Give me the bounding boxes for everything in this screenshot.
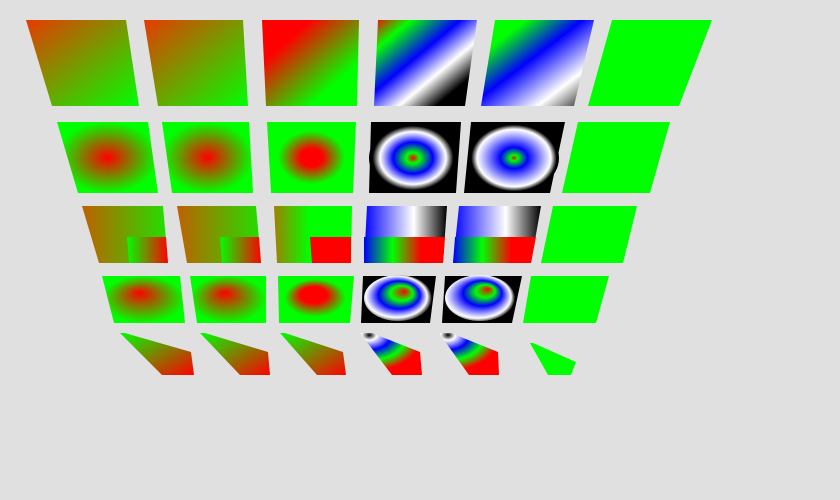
tile-r4-c4-ring: [364, 275, 432, 321]
tile-r3-c2-lower: [220, 237, 261, 263]
tile-r2-c4-ring: [369, 123, 457, 193]
tile-r1-c1: [26, 20, 139, 106]
tile-r5-c6: [530, 343, 576, 375]
tile-r2-c1: [57, 122, 158, 193]
tile-r5-c1: [120, 333, 194, 375]
tile-r5-c3: [280, 333, 346, 375]
tile-r3-c3-lower: [310, 237, 351, 263]
tile-r4-c1: [102, 276, 185, 323]
tile-r2-c2: [162, 122, 253, 193]
tile-r5-c4: [360, 333, 422, 375]
tile-r4-c3: [278, 276, 354, 323]
tile-r4-c6: [523, 276, 609, 323]
tile-r2-c3: [267, 122, 356, 193]
tile-r1-c4: [374, 20, 477, 106]
tile-r4-c2: [190, 276, 266, 323]
tile-r1-c2: [144, 20, 248, 106]
tile-r3-c6: [541, 206, 637, 263]
tile-r1-c6: [588, 20, 712, 106]
tile-r3-c4-lower: [364, 237, 445, 263]
tile-r3-c1-lower: [127, 237, 168, 263]
tile-r5-c5: [439, 333, 499, 375]
tile-r4-c5-ring: [445, 275, 515, 321]
tile-r3-c5-lower: [453, 237, 536, 263]
tile-r2-c6: [562, 122, 670, 193]
tile-r5-c2: [200, 333, 270, 375]
tile-r1-c5: [481, 20, 594, 106]
tile-r1-c3: [262, 20, 359, 106]
tile-r2-c5-ring: [469, 123, 559, 193]
